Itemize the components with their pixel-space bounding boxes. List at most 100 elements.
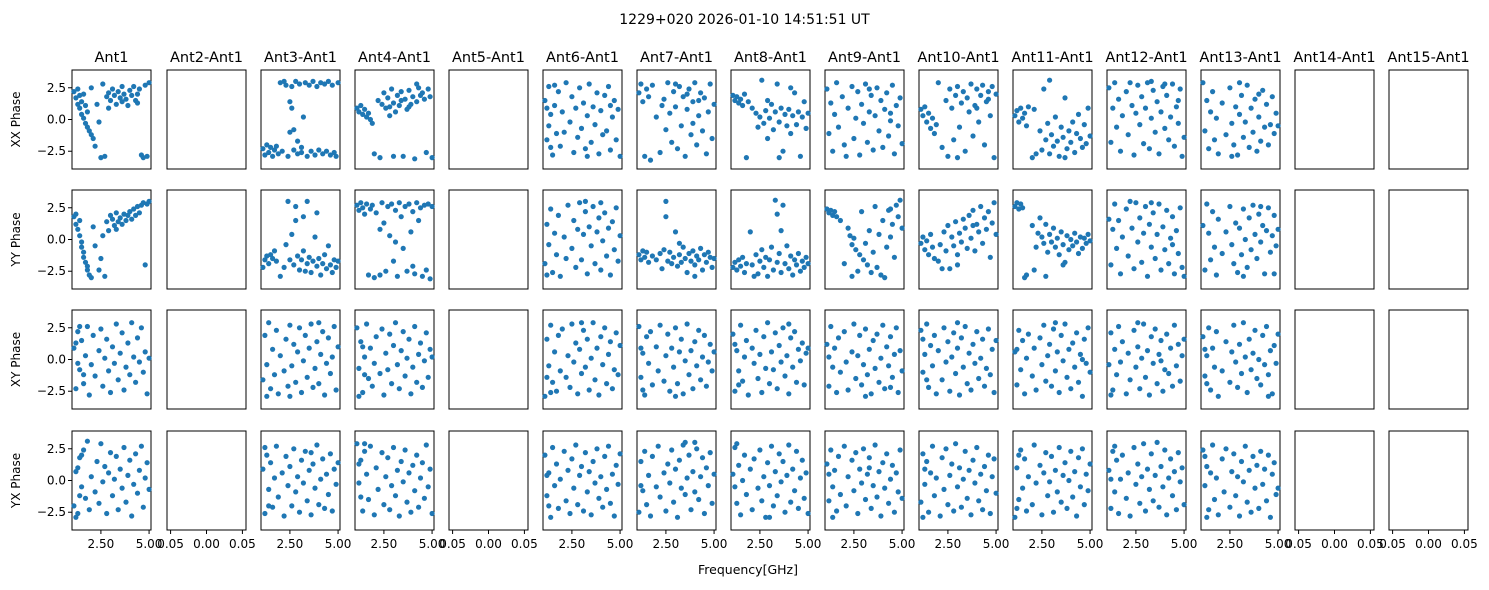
data-point (1158, 463, 1164, 470)
points-ant3-ant1-yx-phase (260, 442, 341, 519)
data-point (1169, 81, 1176, 87)
points-ant6-ant1-yy-phase (542, 198, 623, 279)
data-point (824, 461, 830, 467)
data-point (826, 130, 832, 137)
data-point (329, 354, 335, 360)
data-point (1146, 221, 1152, 227)
points-ant4-ant1-yx-phase (354, 441, 435, 519)
data-point (1208, 387, 1214, 393)
points-ant6-ant1-xy-phase (542, 320, 623, 399)
data-point (356, 207, 362, 213)
data-point (672, 229, 679, 235)
data-point (1146, 146, 1152, 152)
data-point (1139, 94, 1145, 100)
data-point (968, 81, 974, 87)
data-point (644, 249, 650, 255)
data-point (392, 493, 399, 499)
data-point (381, 220, 387, 226)
data-point (1072, 149, 1078, 156)
data-point (755, 485, 761, 491)
data-point (392, 109, 399, 115)
data-point (761, 264, 767, 270)
data-point (86, 507, 92, 513)
data-point (310, 258, 316, 264)
data-point (1041, 86, 1047, 92)
data-point (993, 337, 999, 344)
data-point (1210, 442, 1216, 448)
data-point (306, 82, 312, 88)
data-point (1079, 144, 1085, 150)
data-point (1227, 85, 1233, 91)
data-point (594, 446, 600, 452)
data-point (868, 92, 874, 98)
data-point (1137, 500, 1143, 506)
x-tick-label: 0.05 (1451, 537, 1478, 551)
data-point (1043, 450, 1049, 456)
data-point (365, 272, 372, 278)
y-tick-label: −2.5 (37, 144, 66, 158)
data-point (801, 99, 807, 105)
data-point (1202, 267, 1208, 273)
data-point (738, 512, 744, 518)
data-point (953, 441, 959, 447)
data-point (1181, 134, 1187, 140)
data-point (354, 441, 360, 447)
data-point (298, 389, 305, 396)
data-point (799, 340, 805, 346)
y-axis-label-yx-phase: YX Phase (9, 453, 23, 509)
data-point (1267, 514, 1273, 520)
data-point (1160, 388, 1166, 394)
data-point (891, 151, 898, 157)
data-point (782, 373, 788, 379)
data-point (935, 348, 941, 354)
data-point (567, 119, 573, 125)
data-point (104, 336, 110, 342)
data-point (864, 139, 871, 145)
panel-ant4-ant1-xy-phase (354, 309, 435, 410)
data-point (949, 105, 955, 111)
panel-frame (1294, 69, 1375, 170)
data-point (1173, 228, 1179, 234)
data-point (887, 334, 894, 340)
data-point (774, 386, 780, 392)
data-point (609, 386, 616, 392)
data-point (976, 375, 982, 382)
data-point (774, 493, 780, 499)
data-point (835, 124, 842, 130)
data-point (548, 514, 554, 520)
data-point (736, 382, 742, 388)
data-point (1045, 353, 1051, 359)
data-point (928, 231, 934, 237)
panel-title-ant10-ant1: Ant10-Ant1 (917, 50, 999, 66)
data-point (387, 233, 393, 239)
data-point (770, 503, 777, 509)
data-point (987, 372, 993, 378)
data-point (972, 480, 978, 486)
data-point (837, 217, 844, 224)
data-point (94, 458, 100, 465)
data-point (291, 446, 297, 452)
data-point (1116, 510, 1122, 517)
data-point (922, 466, 928, 472)
data-point (571, 359, 577, 365)
data-point (732, 484, 738, 490)
data-point (786, 391, 792, 397)
data-point (134, 100, 141, 106)
data-point (1064, 374, 1070, 380)
data-point (663, 508, 669, 514)
data-point (553, 252, 560, 258)
data-point (1137, 122, 1143, 128)
data-point (1171, 469, 1177, 475)
data-point (1238, 252, 1245, 258)
data-point (1164, 512, 1170, 518)
data-point (302, 448, 308, 454)
data-point (289, 503, 295, 509)
data-point (113, 453, 119, 459)
y-tick-label: −2.5 (37, 264, 66, 278)
data-point (926, 509, 932, 515)
data-point (121, 444, 127, 451)
data-point (1271, 130, 1277, 137)
data-point (1135, 344, 1141, 350)
data-point (546, 123, 552, 129)
data-point (416, 217, 422, 224)
